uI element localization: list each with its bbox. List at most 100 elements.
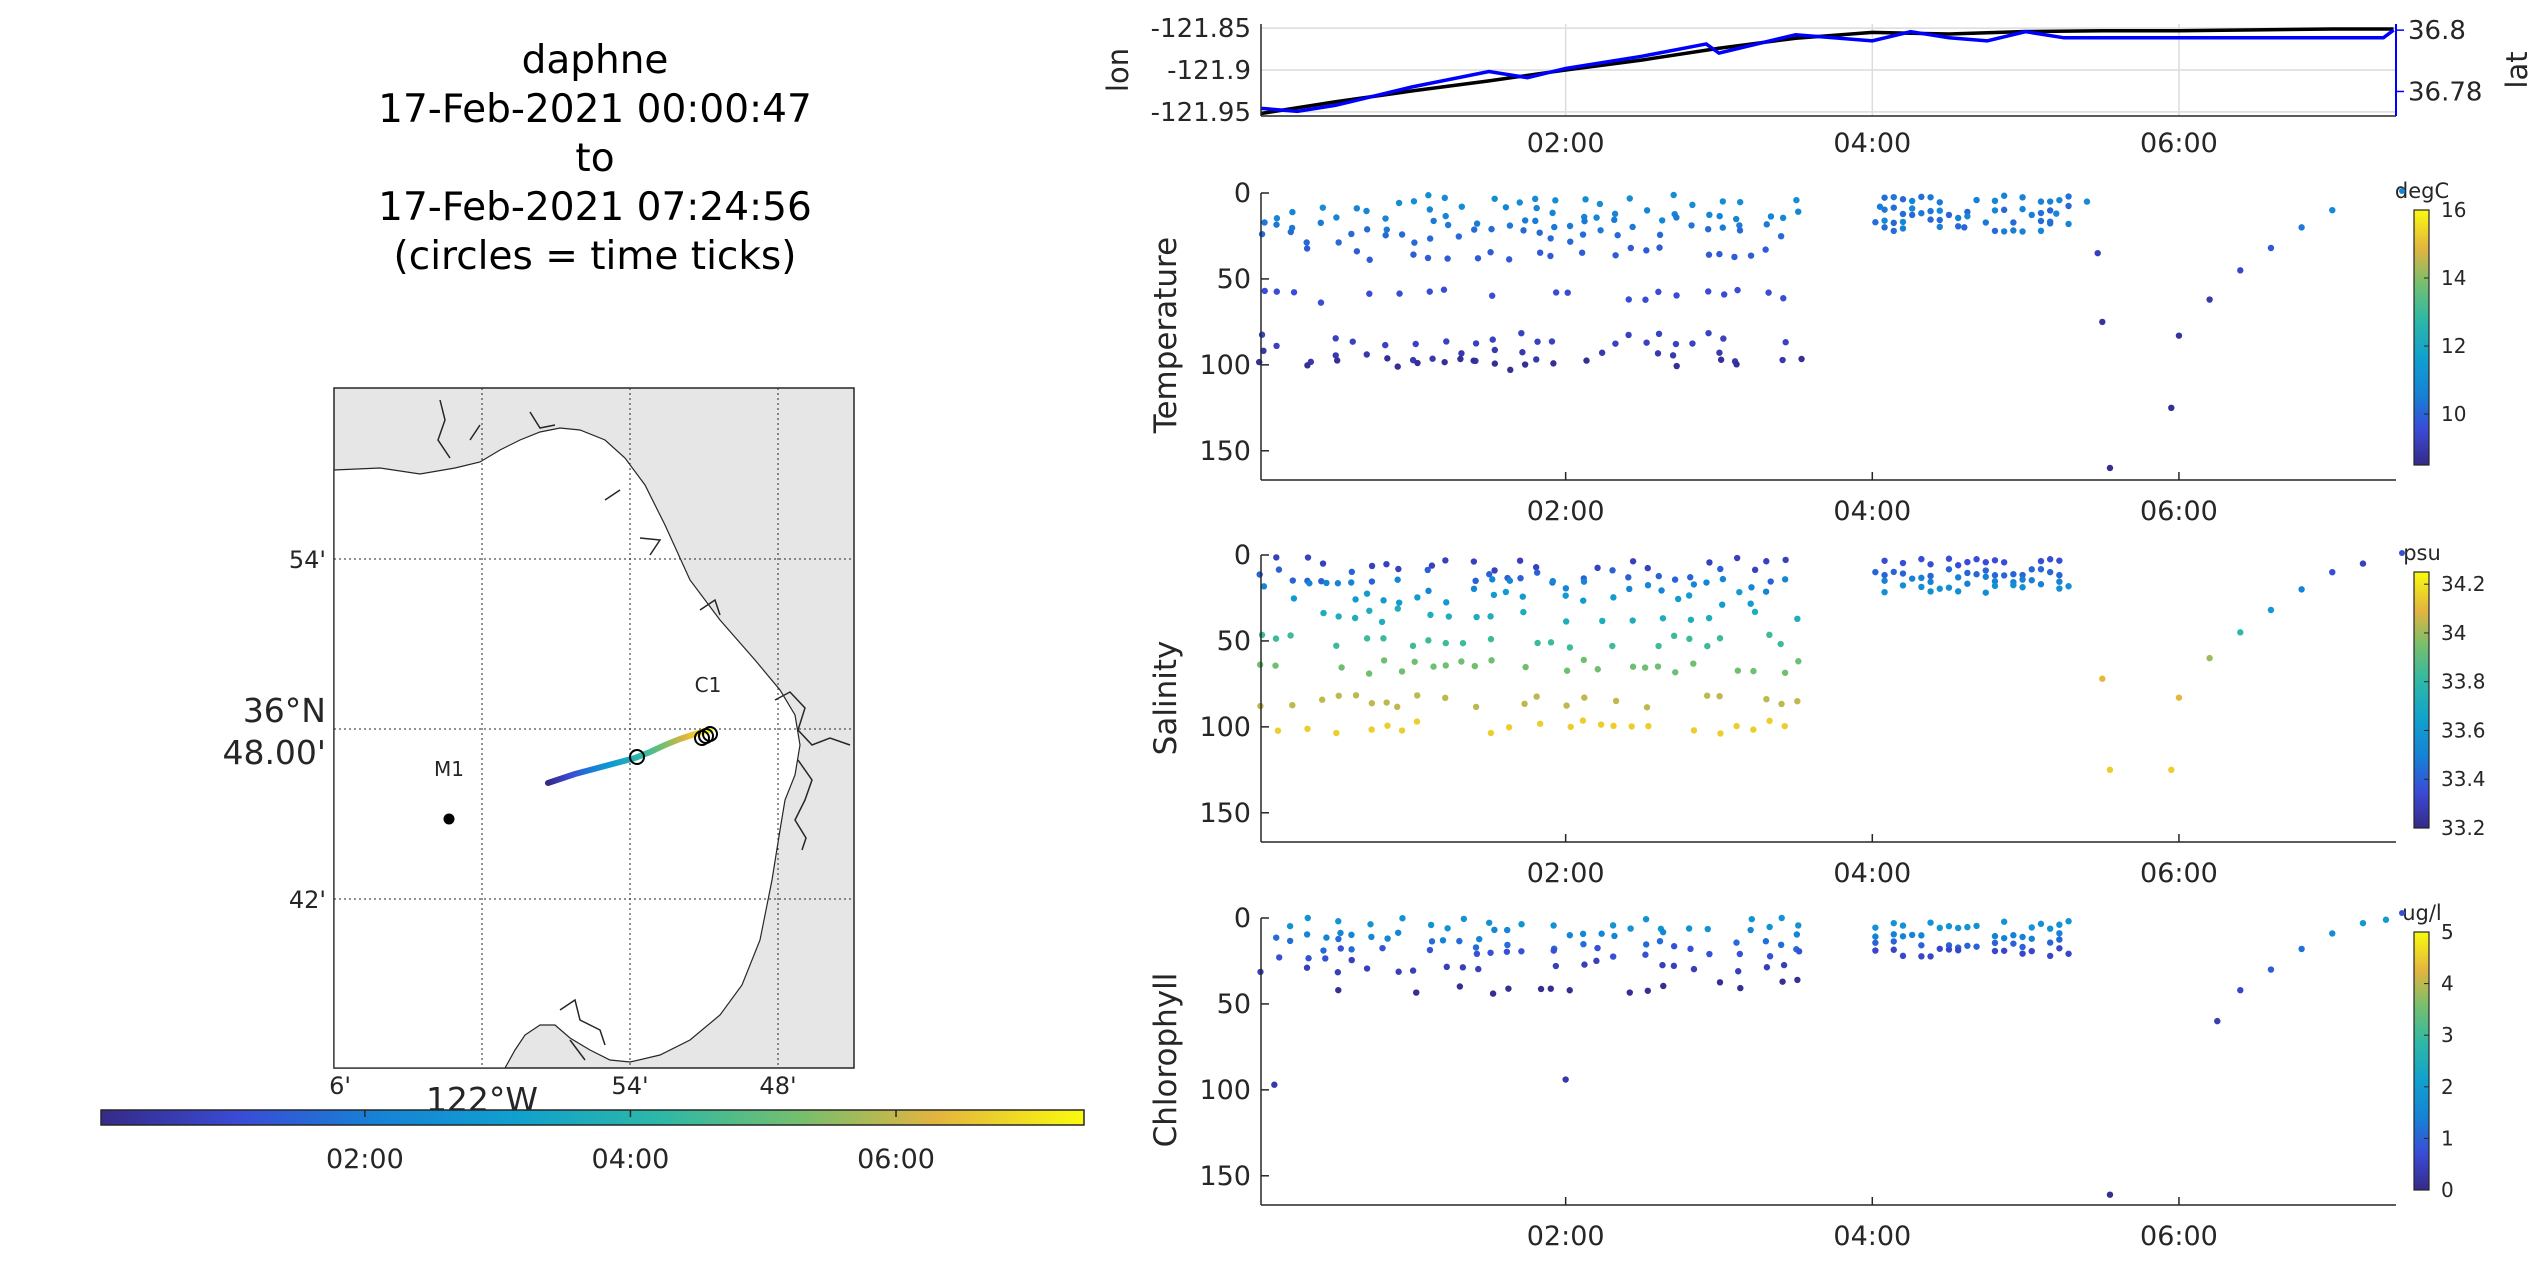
data-point — [1611, 932, 1618, 940]
data-point — [1384, 355, 1391, 362]
data-point — [1954, 214, 1962, 222]
data-point — [1258, 331, 1266, 338]
data-point — [1991, 578, 1999, 585]
data-point — [1348, 946, 1355, 953]
data-point — [1736, 950, 1744, 958]
data-point — [2298, 224, 2305, 231]
data-point — [1881, 217, 1888, 224]
data-point — [2214, 1017, 2221, 1025]
data-point — [2010, 219, 2017, 226]
data-point — [1908, 197, 1916, 205]
data-point — [1368, 933, 1375, 941]
data-point — [1562, 592, 1569, 599]
data-point — [1643, 339, 1650, 346]
data-point — [1991, 572, 1999, 579]
data-point — [1795, 948, 1803, 955]
data-point — [1890, 568, 1897, 576]
data-point — [1567, 238, 1574, 245]
data-point — [1487, 613, 1494, 620]
data-point — [1908, 575, 1916, 582]
data-point — [1505, 256, 1513, 263]
data-point — [1519, 349, 1526, 356]
data-point — [2010, 581, 2017, 589]
data-point — [2382, 916, 2390, 923]
lat-label: 42' — [289, 886, 326, 914]
data-point — [1751, 608, 1759, 616]
data-point — [1991, 932, 1999, 940]
data-point — [1690, 727, 1698, 734]
data-point — [2206, 654, 2213, 662]
data-point — [1766, 631, 1773, 639]
colorbar-tick-label: 4 — [2441, 972, 2454, 996]
data-point — [1398, 668, 1406, 675]
data-point — [1973, 196, 1980, 204]
data-point — [1440, 286, 1448, 293]
data-point — [1945, 584, 1953, 591]
data-point — [1549, 209, 1556, 217]
data-point — [1274, 727, 1282, 734]
data-point — [2099, 675, 2106, 682]
data-point — [1396, 290, 1403, 297]
data-point — [1517, 574, 1524, 582]
data-point — [1659, 615, 1667, 622]
data-point — [1491, 195, 1498, 202]
data-point — [1427, 611, 1434, 619]
data-point — [1936, 223, 1943, 231]
data-point — [1581, 217, 1588, 225]
data-point — [1487, 249, 1494, 256]
data-point — [1991, 557, 1999, 564]
data-point — [1762, 938, 1770, 945]
data-point — [1872, 924, 1879, 931]
data-point — [1425, 637, 1432, 644]
data-point — [1365, 670, 1373, 677]
data-point — [1580, 656, 1587, 664]
data-point — [1333, 729, 1340, 737]
data-point — [2028, 924, 2035, 931]
data-point — [1918, 210, 1925, 217]
data-point — [2037, 227, 2045, 235]
data-point — [1550, 947, 1557, 954]
data-point — [1750, 667, 1757, 675]
data-point — [1427, 921, 1435, 929]
colorbar-tick-label: 06:00 — [857, 1144, 935, 1175]
data-point — [1304, 362, 1311, 369]
title-line: 17-Feb-2021 07:24:56 — [378, 185, 812, 230]
data-point — [1276, 954, 1283, 961]
y-tick-label: 0 — [1234, 540, 1251, 571]
data-point — [1504, 926, 1511, 934]
data-point — [1304, 725, 1311, 733]
data-point — [1945, 211, 1953, 219]
data-point — [1399, 915, 1406, 922]
data-point — [1335, 935, 1342, 943]
data-point — [2037, 581, 2045, 588]
data-point — [2056, 557, 2063, 564]
data-point — [1881, 206, 1888, 213]
data-point — [1491, 360, 1499, 367]
data-point — [1765, 289, 1772, 296]
data-point — [1409, 642, 1417, 650]
data-point — [2010, 570, 2017, 578]
data-point — [1323, 579, 1330, 587]
data-point — [1504, 941, 1511, 949]
data-point — [1908, 211, 1916, 219]
data-point — [1348, 956, 1355, 964]
data-point — [1398, 727, 1406, 734]
data-point — [1579, 717, 1587, 724]
data-point — [1368, 726, 1375, 733]
data-point — [1516, 199, 1523, 206]
data-point — [1642, 915, 1650, 923]
data-point — [2046, 939, 2054, 946]
data-point — [1349, 338, 1356, 345]
data-point — [1927, 588, 1934, 595]
data-point — [1563, 667, 1571, 674]
y-tick-label: 100 — [1199, 712, 1251, 743]
data-point — [1685, 925, 1693, 932]
data-point — [1964, 580, 1971, 587]
data-point — [2037, 217, 2045, 225]
data-point — [1424, 254, 1432, 262]
data-point — [1582, 196, 1589, 203]
data-point — [1379, 944, 1386, 952]
data-point — [1908, 205, 1916, 212]
x-tick-label: 04:00 — [1833, 858, 1911, 889]
data-point — [1777, 941, 1785, 949]
